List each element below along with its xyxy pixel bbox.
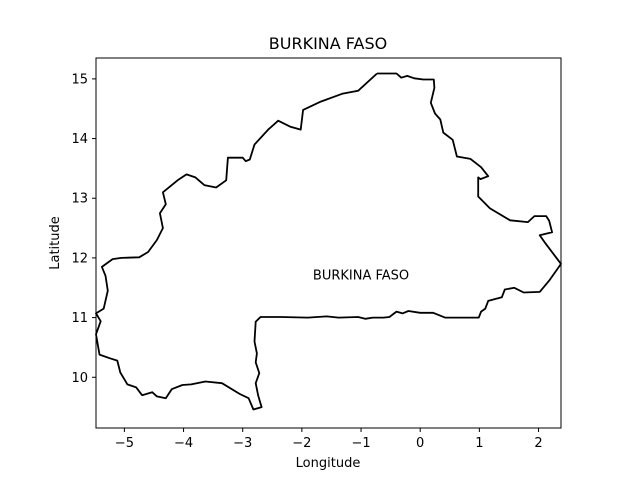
country-label: BURKINA FASO: [313, 269, 409, 284]
x-axis-label: Longitude: [296, 456, 361, 471]
x-tick-label: −5: [115, 436, 134, 451]
x-tick-label: 1: [475, 436, 483, 451]
y-tick-label: 14: [71, 132, 88, 147]
x-tick-label: 0: [416, 436, 424, 451]
chart-title: BURKINA FASO: [269, 34, 387, 53]
axes-frame: [95, 57, 562, 429]
y-tick-label: 10: [71, 371, 88, 386]
y-axis-label: Latitude: [48, 216, 63, 270]
y-tick-label: 11: [71, 311, 88, 326]
y-tick-label: 15: [71, 72, 88, 87]
x-tick-label: 2: [534, 436, 542, 451]
x-tick-label: −3: [233, 436, 252, 451]
plot-area: [95, 72, 562, 411]
y-tick-label: 13: [71, 192, 88, 207]
y-tick-label: 12: [71, 251, 88, 266]
country-border-line: [95, 72, 562, 411]
x-tick-label: −4: [174, 436, 193, 451]
x-axis: −5 −4 −3 −2 −1 0 1 2: [115, 428, 543, 451]
x-tick-label: −2: [292, 436, 311, 451]
x-tick-label: −1: [351, 436, 370, 451]
y-axis: 10 11 12 13 14 15: [71, 72, 96, 386]
